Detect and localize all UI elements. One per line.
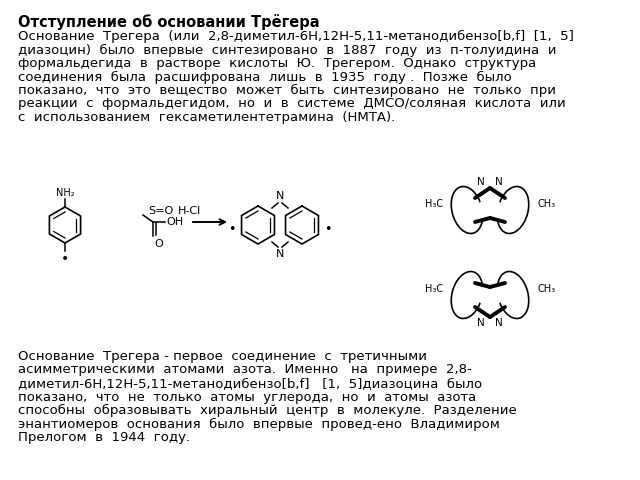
- Text: Отступление об основании Трёгера: Отступление об основании Трёгера: [18, 14, 319, 30]
- Text: NH₂: NH₂: [56, 188, 74, 198]
- Text: •: •: [228, 224, 236, 237]
- Ellipse shape: [476, 284, 504, 306]
- Text: N: N: [276, 191, 284, 201]
- Text: N: N: [477, 318, 485, 328]
- Text: N: N: [477, 177, 485, 187]
- Text: формальдегида  в  растворе  кислоты  Ю.  Трегером.  Однако  структура: формальдегида в растворе кислоты Ю. Трег…: [18, 57, 536, 70]
- Text: соединения  была  расшифрована  лишь  в  1935  году .  Позже  было: соединения была расшифрована лишь в 1935…: [18, 71, 512, 84]
- Text: CH₃: CH₃: [537, 284, 555, 294]
- Text: O: O: [154, 239, 163, 249]
- Text: N: N: [276, 249, 284, 259]
- Text: способны  образовывать  хиральный  центр  в  молекуле.  Разделение: способны образовывать хиральный центр в …: [18, 404, 516, 417]
- Text: Основание  Трегера  (или  2,8-диметил-6H,12H-5,11-метанодибензо[b,f]  [1,  5]: Основание Трегера (или 2,8-диметил-6H,12…: [18, 30, 574, 43]
- Text: •: •: [61, 252, 69, 266]
- Text: диметил-6H,12H-5,11-метанодибензо[b,f]   [1,  5]диазоцина  было: диметил-6H,12H-5,11-метанодибензо[b,f] […: [18, 377, 482, 390]
- Text: показано,  что  это  вещество  может  быть  синтезировано  не  только  при: показано, что это вещество может быть си…: [18, 84, 556, 97]
- Text: энантиомеров  основания  было  впервые  провед-ено  Владимиром: энантиомеров основания было впервые пров…: [18, 418, 500, 431]
- Text: N: N: [495, 318, 503, 328]
- Text: H₃C: H₃C: [425, 284, 443, 294]
- Text: диазоцин)  было  впервые  синтезировано  в  1887  году  из  п-толуидина  и: диазоцин) было впервые синтезировано в 1…: [18, 44, 557, 57]
- Text: OH: OH: [166, 217, 183, 227]
- Ellipse shape: [476, 199, 504, 221]
- Text: асимметрическими  атомами  азота.  Именно   на  примере  2,8-: асимметрическими атомами азота. Именно н…: [18, 363, 472, 376]
- Text: •: •: [324, 224, 332, 237]
- Text: N: N: [495, 177, 503, 187]
- Text: H-Cl: H-Cl: [178, 206, 201, 216]
- Text: Основание  Трегера - первое  соединение  с  третичными: Основание Трегера - первое соединение с …: [18, 350, 427, 363]
- Text: H₃C: H₃C: [425, 199, 443, 209]
- Text: S=O: S=O: [148, 206, 173, 216]
- Text: Прелогом  в  1944  году.: Прелогом в 1944 году.: [18, 431, 190, 444]
- Text: показано,  что  не  только  атомы  углерода,  но  и  атомы  азота: показано, что не только атомы углерода, …: [18, 391, 476, 404]
- Text: с  использованием  гексаметилентетрамина  (НМТА).: с использованием гексаметилентетрамина (…: [18, 111, 396, 124]
- Text: реакции  с  формальдегидом,  но  и  в  системе  ДМСО/соляная  кислота  или: реакции с формальдегидом, но и в системе…: [18, 97, 566, 110]
- Text: CH₃: CH₃: [537, 199, 555, 209]
